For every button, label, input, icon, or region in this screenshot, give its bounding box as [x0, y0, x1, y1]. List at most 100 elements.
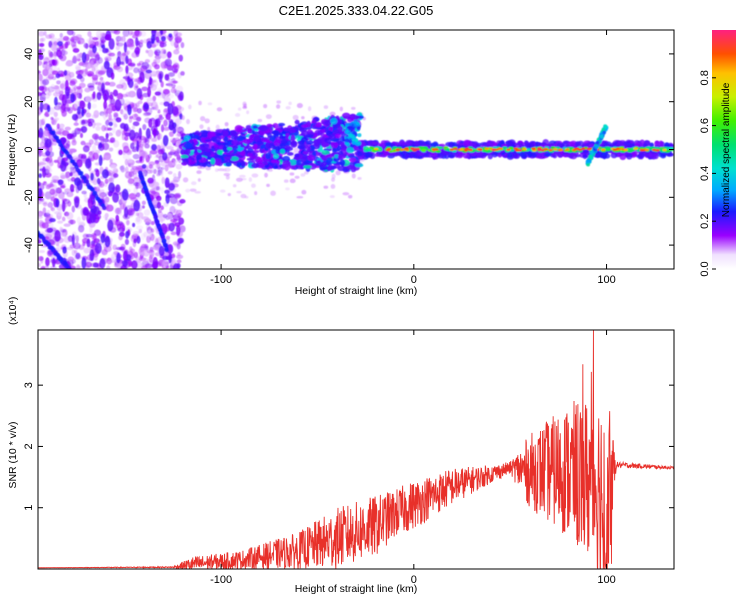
spectrogram-signal-blob [277, 122, 286, 127]
spectrogram-tone-peak [400, 148, 405, 151]
spectrogram-tone-core [502, 146, 508, 150]
spectrogram-noise-blob [92, 45, 97, 54]
spectrogram-noise-blob [63, 223, 71, 227]
spectrogram-noise-blob [116, 223, 122, 230]
spectrogram-noise-blob [44, 66, 53, 75]
spectrogram-signal-blob [273, 139, 281, 147]
spectrogram-noise-blob [85, 95, 92, 103]
spectrogram-tone-peak [540, 148, 545, 152]
spectrogram-noise-blob [47, 202, 54, 208]
spectrogram-noise-blob [56, 80, 61, 85]
spectrogram-noise-blob [80, 140, 86, 146]
spectrogram-noise-blob [143, 231, 148, 238]
spectrogram-noise-blob [79, 220, 85, 225]
spectrogram-noise-blob [73, 91, 79, 96]
spectrogram-noise-blob [42, 115, 47, 122]
spectrogram-fringe [292, 114, 299, 121]
spectrogram-signal-blob [279, 148, 286, 154]
spectrogram-noise-blob [75, 34, 82, 39]
spectrogram-noise-blob [161, 176, 165, 185]
spectrogram-noise-blob [141, 205, 145, 209]
spectrogram-noise-blob [180, 41, 185, 49]
spectrogram-noise-blob [98, 154, 103, 167]
spectrogram-signal-blob [246, 157, 254, 161]
spectrogram-noise-blob [57, 220, 64, 224]
spectrogram-noise-blob [91, 66, 96, 73]
spectrogram-noise-blob [135, 192, 141, 198]
spectrogram-tone-halo [441, 149, 449, 156]
spectrogram-noise-blob [64, 87, 70, 97]
spectrogram-noise-blob [86, 238, 91, 248]
spectrogram-bulge [355, 121, 360, 126]
spectrogram-noise-blob [128, 246, 133, 253]
spectrogram-signal-blob [341, 143, 348, 150]
spectrogram-streak [83, 283, 87, 287]
spectrogram-tone-halo [562, 153, 571, 157]
spectrogram-noise-blob [175, 32, 183, 37]
spectrogram-noise-blob [93, 229, 102, 236]
spectrogram-tone-peak [577, 148, 583, 151]
spectrogram-noise-blob [147, 229, 152, 238]
spectrogram-noise-blob [123, 145, 130, 154]
spectrogram-noise-blob [60, 184, 67, 189]
spectrogram-fringe [234, 113, 241, 117]
spectrogram-noise-blob [129, 102, 138, 110]
spectrogram-signal-blob [301, 124, 308, 128]
spectrogram-noise-blob [41, 79, 50, 86]
spectrogram-noise-blob [164, 177, 170, 189]
spectrogram-noise-blob [88, 152, 93, 159]
spectrogram-fringe [197, 178, 201, 182]
spectrogram-signal-blob [236, 137, 244, 142]
spectrogram-tone-core [391, 149, 397, 153]
spectrogram-noise-blob [168, 252, 173, 264]
spectrogram-signal-blob [321, 156, 328, 161]
spectrogram-signal-blob [216, 141, 222, 146]
spectrogram-noise-blob [41, 94, 46, 98]
spectrogram-noise-blob [114, 99, 122, 111]
spectrogram-tone-peak [553, 148, 558, 151]
spectrogram-noise-blob [170, 87, 177, 94]
spectrogram-noise-blob [116, 66, 124, 73]
spectrogram-noise-blob [141, 200, 146, 206]
spectrogram-signal-blob [252, 125, 258, 129]
spectrogram-noise-blob [132, 222, 136, 228]
spectrogram-noise-blob [108, 147, 114, 152]
spectrogram-tone-halo [508, 139, 516, 146]
spectrogram-tone-peak [640, 148, 646, 152]
spectrogram-noise-blob [168, 120, 175, 131]
spectrogram-signal-blob [317, 148, 324, 153]
spectrogram-fringe [342, 192, 350, 196]
chart-title: C2E1.2025.333.04.22.G05 [279, 3, 434, 18]
spectrogram-tone-core [627, 149, 633, 153]
spectrogram-noise-blob [87, 49, 94, 57]
spectrogram-fringe [223, 172, 231, 177]
spectrogram-signal-blob [214, 143, 219, 149]
spectrogram-fringe [215, 124, 220, 130]
spectrogram-noise-blob [73, 250, 78, 254]
spectrogram-signal-blob [221, 142, 229, 146]
spectrogram-fringe [301, 189, 307, 195]
colorbar-gradient [712, 30, 736, 269]
spectrogram-noise-blob [99, 76, 104, 81]
spectrogram-noise-blob [108, 132, 114, 137]
spectrogram-wing [595, 140, 600, 145]
spectrogram-streak [72, 273, 76, 277]
spectrogram-noise-blob [147, 86, 152, 98]
spectrogram-tone-peak [514, 149, 520, 152]
spectrogram-fringe [185, 188, 191, 193]
spectrogram-signal-blob [336, 145, 341, 152]
snr-x-label: Height of straight line (km) [295, 583, 418, 595]
spectrogram-streak [70, 270, 74, 274]
spectrogram-fringe [251, 173, 259, 178]
spectrogram-tone-peak [506, 148, 511, 152]
spectrogram-noise-blob [151, 235, 158, 243]
spectrogram-noise-blob [82, 241, 86, 247]
spectrogram-fringe [300, 173, 306, 177]
spectrogram-signal-blob [313, 138, 323, 145]
spectrogram-signal-blob [321, 141, 329, 148]
spectrogram-tone-halo [623, 141, 631, 146]
spectrogram-signal-blob [240, 144, 245, 148]
spectrogram-noise-blob [113, 139, 120, 148]
spectrogram-noise-blob [49, 188, 56, 195]
spectrogram-noise-blob [41, 265, 46, 269]
